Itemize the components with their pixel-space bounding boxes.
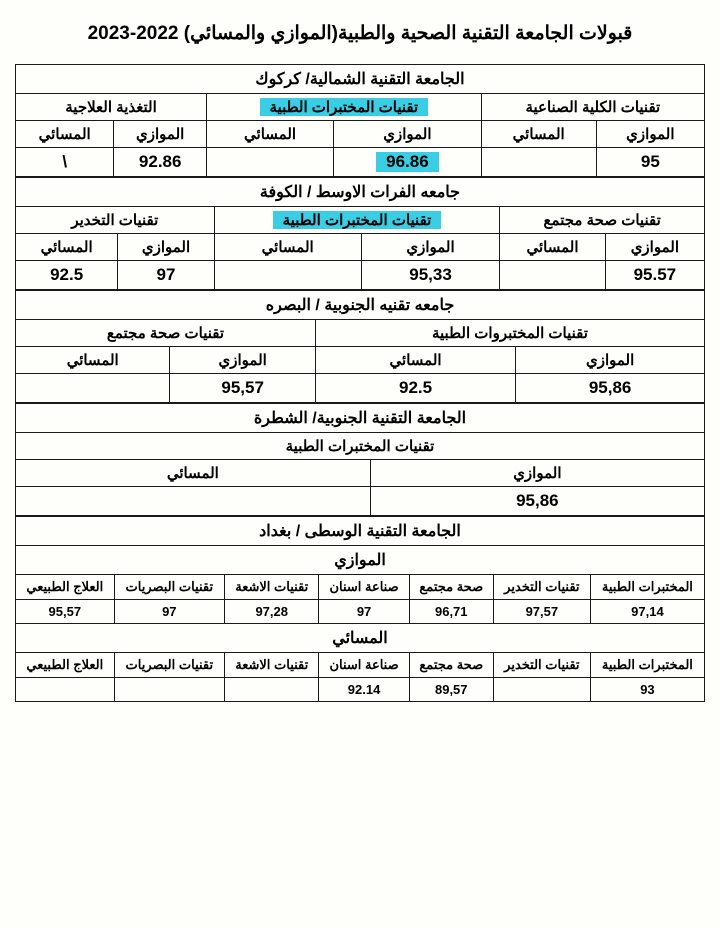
cell-value xyxy=(207,147,334,176)
uni1-dept-1: تقنيات المختبرات الطبية xyxy=(207,93,482,120)
cell-value xyxy=(16,486,371,515)
cell-value: 97,14 xyxy=(590,599,704,623)
col-label: المسائي xyxy=(16,120,114,147)
col-label: المسائي xyxy=(16,459,371,486)
col-label: الموازي xyxy=(114,120,207,147)
cell-value: 95,57 xyxy=(16,599,115,623)
uni2-dept-2: تقنيات التخدير xyxy=(16,206,215,233)
uni5-dept: صحة مجتمع xyxy=(409,652,493,677)
col-label: المسائي xyxy=(315,346,515,373)
col-label: المسائي xyxy=(214,233,361,260)
table-uni3: جامعه تقنيه الجنوبية / البصره تقنيات الم… xyxy=(15,290,705,403)
uni5-dept: صناعة اسنان xyxy=(319,652,409,677)
uni1-dept-0: تقنيات الكلية الصناعية xyxy=(481,93,704,120)
cell-value: 95 xyxy=(596,147,704,176)
table-uni1: الجامعة التقنية الشمالية/ كركوك تقنيات ا… xyxy=(15,64,705,177)
uni5-dept: تقنيات الاشعة xyxy=(225,574,319,599)
cell-value: 97 xyxy=(319,599,409,623)
uni5-dept: تقنيات البصريات xyxy=(114,574,224,599)
cell-value xyxy=(114,677,224,701)
uni3-name: جامعه تقنيه الجنوبية / البصره xyxy=(16,290,705,319)
uni5-name: الجامعة التقنية الوسطى / بغداد xyxy=(16,516,705,545)
uni2-dept-1: تقنيات المختبرات الطبية xyxy=(214,206,500,233)
uni3-dept-1: تقنيات صحة مجتمع xyxy=(16,319,316,346)
cell-value: 93 xyxy=(590,677,704,701)
uni5-row2: المسائي xyxy=(16,623,705,652)
uni5-dept: تقنيات التخدير xyxy=(493,652,590,677)
uni1-dept-2: التغذية العلاجية xyxy=(16,93,207,120)
cell-value: 97,57 xyxy=(493,599,590,623)
col-label: المسائي xyxy=(481,120,596,147)
cell-value: 96.86 xyxy=(334,147,482,176)
uni5-dept: صناعة اسنان xyxy=(319,574,409,599)
cell-value xyxy=(481,147,596,176)
col-label: الموازي xyxy=(516,346,705,373)
cell-value xyxy=(500,260,605,289)
col-label: الموازي xyxy=(118,233,214,260)
col-label: الموازي xyxy=(170,346,316,373)
uni5-dept: العلاج الطبيعي xyxy=(16,574,115,599)
col-label: الموازي xyxy=(370,459,704,486)
page-title: قبولات الجامعة التقنية الصحية والطبية(ال… xyxy=(15,20,705,49)
uni4-name: الجامعة التقنية الجنوبية/ الشطرة xyxy=(16,403,705,432)
cell-value xyxy=(225,677,319,701)
cell-value: 89,57 xyxy=(409,677,493,701)
cell-value: 95.57 xyxy=(605,260,704,289)
col-label: الموازي xyxy=(605,233,704,260)
uni5-dept: تقنيات الاشعة xyxy=(225,652,319,677)
uni5-dept: تقنيات التخدير xyxy=(493,574,590,599)
cell-value: 92.86 xyxy=(114,147,207,176)
cell-value: 92.5 xyxy=(315,373,515,402)
table-uni2: جامعه الفرات الاوسط / الكوفة تقنيات صحة … xyxy=(15,177,705,290)
cell-value: 92.5 xyxy=(16,260,118,289)
cell-value: 92.14 xyxy=(319,677,409,701)
uni1-name: الجامعة التقنية الشمالية/ كركوك xyxy=(16,64,705,93)
col-label: المسائي xyxy=(16,346,170,373)
cell-value: 95,86 xyxy=(370,486,704,515)
uni4-dept: تقنيات المختبرات الطبية xyxy=(16,432,705,459)
cell-value: 97,28 xyxy=(225,599,319,623)
col-label: المسائي xyxy=(207,120,334,147)
table-uni4: الجامعة التقنية الجنوبية/ الشطرة تقنيات … xyxy=(15,403,705,516)
table-uni5: الجامعة التقنية الوسطى / بغداد الموازي ا… xyxy=(15,516,705,702)
col-label: المسائي xyxy=(16,233,118,260)
uni2-dept-0: تقنيات صحة مجتمع xyxy=(500,206,705,233)
cell-value xyxy=(16,373,170,402)
uni2-name: جامعه الفرات الاوسط / الكوفة xyxy=(16,177,705,206)
cell-value: 97 xyxy=(118,260,214,289)
uni5-dept: تقنيات البصريات xyxy=(114,652,224,677)
cell-value: 97 xyxy=(114,599,224,623)
cell-value xyxy=(16,677,115,701)
uni5-dept: المختبرات الطبية xyxy=(590,574,704,599)
cell-value: 95,33 xyxy=(361,260,500,289)
col-label: الموازي xyxy=(596,120,704,147)
col-label: المسائي xyxy=(500,233,605,260)
col-label: الموازي xyxy=(334,120,482,147)
uni5-dept: المختبرات الطبية xyxy=(590,652,704,677)
cell-value xyxy=(493,677,590,701)
uni3-dept-0: تقنيات المختبروات الطبية xyxy=(315,319,704,346)
uni5-dept: العلاج الطبيعي xyxy=(16,652,115,677)
cell-value: 96,71 xyxy=(409,599,493,623)
cell-value: \ xyxy=(16,147,114,176)
cell-value xyxy=(214,260,361,289)
col-label: الموازي xyxy=(361,233,500,260)
uni5-row1: الموازي xyxy=(16,545,705,574)
cell-value: 95,57 xyxy=(170,373,316,402)
cell-value: 95,86 xyxy=(516,373,705,402)
uni5-dept: صحة مجتمع xyxy=(409,574,493,599)
